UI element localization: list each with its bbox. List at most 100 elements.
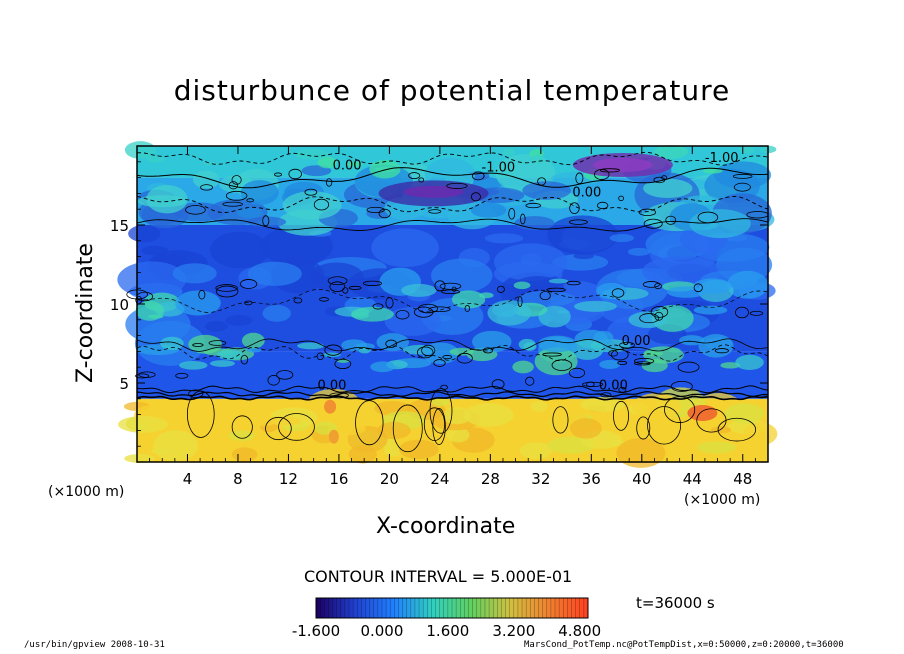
contour-loop: [267, 374, 280, 386]
contour-loop: [569, 202, 580, 214]
contour-loop: [395, 310, 410, 320]
contour-loop: [274, 172, 283, 177]
contour-loop: [482, 347, 494, 354]
contour-line: [136, 195, 769, 213]
colorbar: [315, 597, 589, 619]
field-blob: [696, 441, 737, 454]
contour-loop: [231, 415, 253, 439]
contour-loop: [497, 285, 505, 293]
y-axis-label: Z-coordinate: [73, 243, 98, 383]
contour-loop: [643, 218, 663, 229]
field-blob: [470, 202, 507, 218]
field-blob: [667, 286, 706, 298]
contour-loop: [198, 289, 206, 300]
field-blob: [743, 422, 778, 446]
contour-line: [136, 385, 769, 394]
x-axis-label: X-coordinate: [376, 514, 516, 539]
contour-loop: [423, 407, 446, 442]
contour-loop: [653, 176, 666, 184]
field-blob: [538, 335, 577, 353]
contour-loop: [735, 306, 749, 319]
colorbar-tick-label: 1.600: [426, 622, 469, 640]
colorbar-tick-label: -1.600: [292, 622, 340, 640]
contour-loop: [215, 285, 239, 298]
field-blob: [317, 156, 337, 169]
y-tick-label: 5: [119, 375, 129, 393]
x-tick-label: 36: [582, 470, 601, 488]
contour-label: -1.00: [705, 151, 739, 166]
contour-loop: [316, 352, 324, 361]
x-tick-label: 32: [531, 470, 550, 488]
contour-loop: [638, 208, 656, 217]
contour-loop: [732, 173, 753, 179]
contour-loop: [749, 310, 764, 316]
contour-loop: [362, 280, 383, 286]
field-blob: [513, 281, 531, 290]
contour-loop: [215, 284, 238, 292]
contour-loop: [421, 344, 436, 357]
x-unit-left: (×1000 m): [48, 484, 125, 500]
field-blob: [204, 320, 228, 332]
contour-loop: [642, 281, 660, 288]
field-blob: [653, 145, 688, 160]
contour-label: 0.00: [333, 159, 362, 174]
field-blob: [593, 330, 614, 345]
field-blob: [135, 300, 165, 321]
contour-loop: [348, 285, 362, 290]
field-blob: [512, 360, 534, 374]
contour-loop: [434, 280, 446, 292]
maximum-region: [328, 429, 339, 444]
contour-loop: [599, 168, 620, 173]
field-blob: [535, 409, 578, 437]
contour-loop: [697, 211, 719, 224]
contour-interval: CONTOUR INTERVAL = 5.000E-01: [304, 567, 573, 586]
contour-loop: [185, 205, 206, 215]
footer-left: /usr/bin/gpview 2008-10-31: [24, 640, 165, 650]
field-blob: [179, 361, 208, 370]
contour-loop: [318, 297, 330, 302]
field-blob: [735, 354, 764, 370]
contour-loop: [276, 370, 294, 380]
contour-loop: [517, 296, 523, 307]
contour-line: [136, 391, 769, 398]
colorbar-layer: -1.600 0.000 1.600 3.200 4.800: [292, 597, 601, 640]
contour-loop: [225, 190, 248, 201]
contour-loop: [714, 348, 729, 354]
field-blob: [294, 149, 330, 160]
x-tick-label: 16: [329, 470, 348, 488]
colorbar-tick-label: 3.200: [492, 622, 535, 640]
field-blob: [188, 334, 223, 354]
contour-loop: [470, 192, 481, 202]
contour-loop: [327, 276, 348, 286]
field-blob: [153, 430, 199, 462]
contour-loop: [385, 297, 394, 309]
contour-loop: [733, 182, 751, 192]
contour-loop: [378, 208, 391, 219]
contour-loop: [582, 381, 604, 387]
contour-loop: [636, 416, 651, 440]
field-blob: [530, 154, 544, 164]
contour-loop: [525, 376, 535, 386]
field-blob: [534, 347, 578, 376]
field-blob: [192, 170, 220, 189]
contour-loop: [618, 195, 624, 201]
field-blob: [487, 300, 532, 326]
field-blob: [431, 258, 493, 293]
field-blob: [160, 336, 184, 351]
field-blob: [124, 141, 156, 159]
contour-label: 0.00: [622, 334, 651, 349]
contour-loop: [324, 344, 342, 356]
field-blob: [523, 342, 537, 351]
contour-loop: [192, 343, 204, 347]
field-blob: [225, 314, 253, 326]
contour-loop: [508, 207, 516, 220]
field-blob: [270, 416, 302, 426]
field-blob: [246, 348, 262, 353]
contour-loop: [433, 359, 446, 367]
contour-loop: [542, 352, 562, 357]
contour-loop: [568, 219, 588, 225]
field-blob: [128, 224, 161, 243]
y-tick-label: 10: [110, 296, 129, 314]
field-blob: [548, 278, 569, 284]
field-blob: [117, 261, 187, 298]
